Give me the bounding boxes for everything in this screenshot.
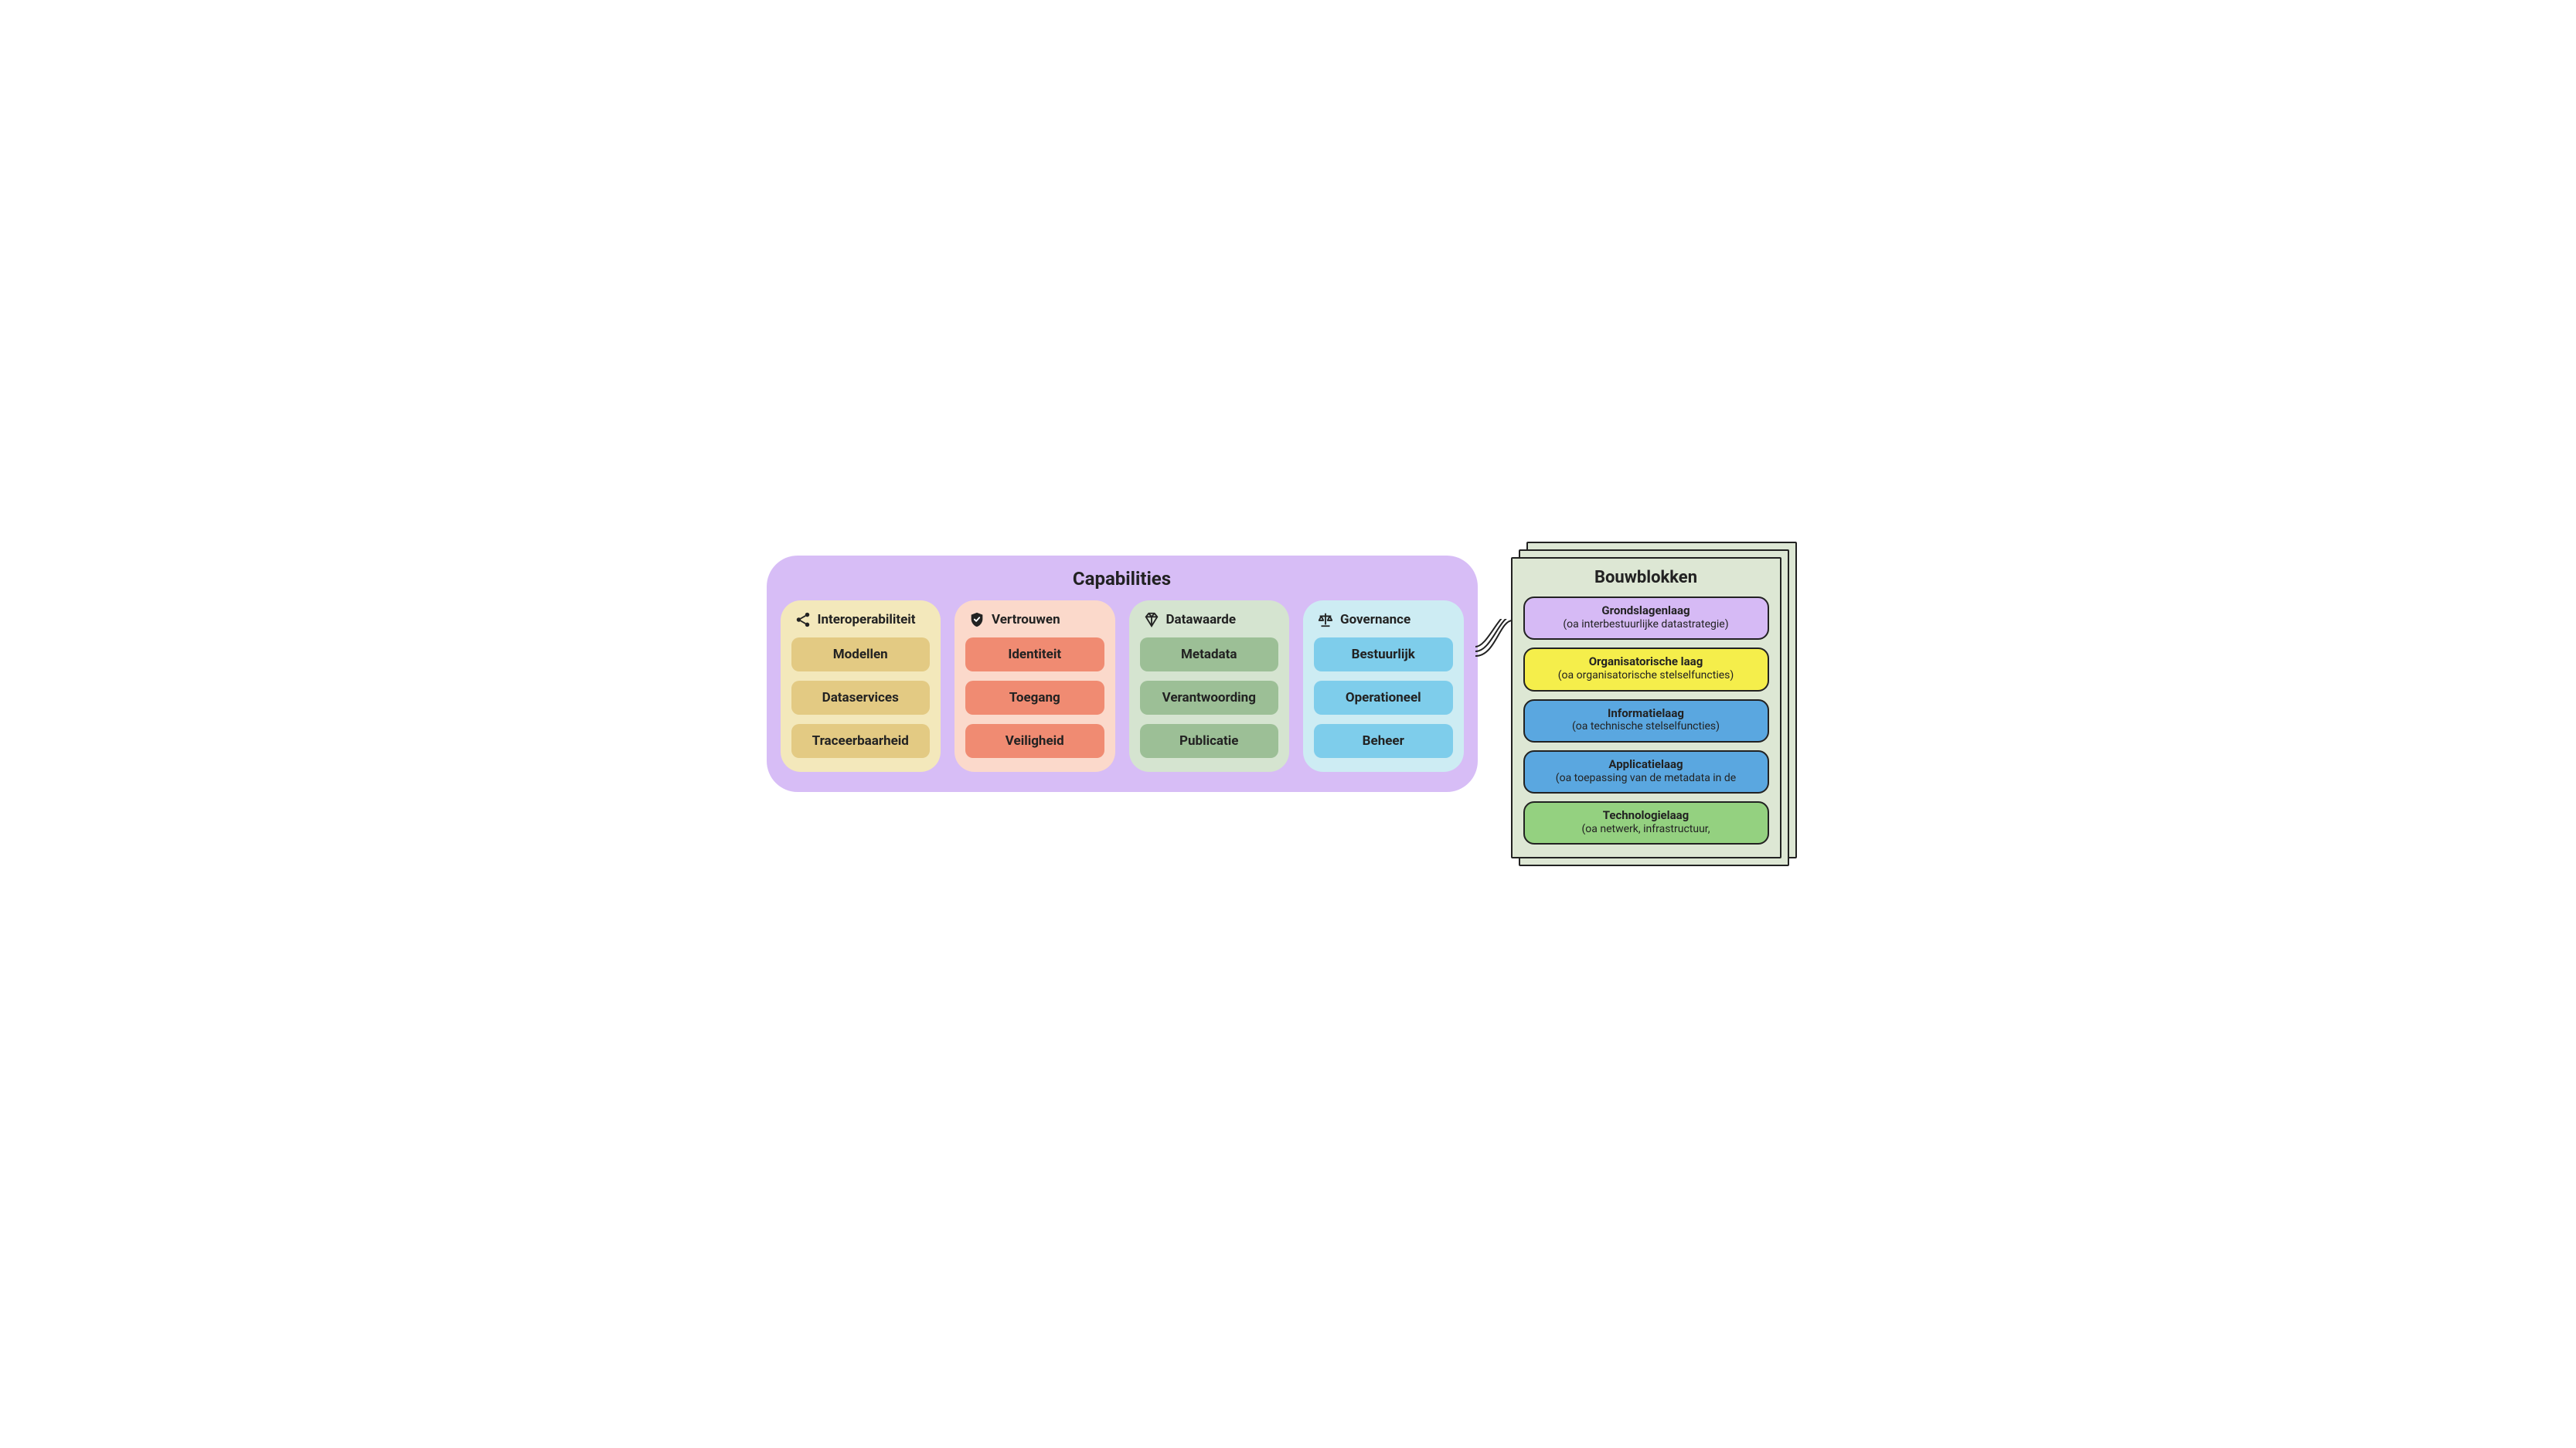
capabilities-container: Capabilities Interoperabiliteit Modellen…	[767, 556, 1478, 792]
bouwblokken-title: Bouwblokken	[1523, 568, 1769, 587]
layer-grondslagenlaag: Grondslagenlaag (oa interbestuurlijke da…	[1523, 597, 1769, 640]
layer-title: Grondslagenlaag	[1533, 603, 1760, 618]
diagram-canvas: Capabilities Interoperabiliteit Modellen…	[716, 403, 1860, 1045]
layer-title: Technologielaag	[1533, 808, 1760, 823]
scales-icon	[1317, 611, 1334, 628]
cap-item: Modellen	[791, 637, 931, 671]
cap-header-interoperabiliteit: Interoperabiliteit	[791, 610, 931, 628]
cap-col-vertrouwen: Vertrouwen Identiteit Toegang Veiligheid	[955, 600, 1115, 772]
shield-check-icon	[968, 611, 985, 628]
bouwblokken-panel: Bouwblokken Grondslagenlaag (oa interbes…	[1511, 557, 1781, 858]
cap-header-label: Vertrouwen	[992, 612, 1060, 627]
cap-col-datawaarde: Datawaarde Metadata Verantwoording Publi…	[1129, 600, 1290, 772]
cap-item: Toegang	[965, 681, 1104, 715]
cap-header-vertrouwen: Vertrouwen	[965, 610, 1104, 628]
layer-sub: (oa interbestuurlijke datastrategie)	[1533, 618, 1760, 632]
diamond-icon	[1143, 611, 1160, 628]
layer-technologielaag: Technologielaag (oa netwerk, infrastruct…	[1523, 801, 1769, 845]
cap-header-label: Interoperabiliteit	[818, 612, 916, 627]
capabilities-title: Capabilities	[781, 568, 1464, 590]
layer-informatielaag: Informatielaag (oa technische stelselfun…	[1523, 699, 1769, 743]
layer-title: Informatielaag	[1533, 706, 1760, 721]
cap-header-governance: Governance	[1314, 610, 1453, 628]
cap-header-label: Datawaarde	[1166, 612, 1237, 627]
bouwblokken-stack: Bouwblokken Grondslagenlaag (oa interbes…	[1511, 542, 1797, 874]
layer-title: Organisatorische laag	[1533, 654, 1760, 669]
cap-item: Dataservices	[791, 681, 931, 715]
cap-item: Verantwoording	[1140, 681, 1279, 715]
layer-sub: (oa netwerk, infrastructuur,	[1533, 823, 1760, 837]
cap-item: Publicatie	[1140, 724, 1279, 758]
cap-item: Operationeel	[1314, 681, 1453, 715]
layer-organisatorische: Organisatorische laag (oa organisatorisc…	[1523, 648, 1769, 691]
layer-sub: (oa toepassing van de metadata in de	[1533, 772, 1760, 786]
cap-item: Veiligheid	[965, 724, 1104, 758]
cap-col-interoperabiliteit: Interoperabiliteit Modellen Dataservices…	[781, 600, 941, 772]
capabilities-columns: Interoperabiliteit Modellen Dataservices…	[781, 600, 1464, 772]
cap-item: Bestuurlijk	[1314, 637, 1453, 671]
cap-item: Beheer	[1314, 724, 1453, 758]
cap-header-datawaarde: Datawaarde	[1140, 610, 1279, 628]
cap-item: Metadata	[1140, 637, 1279, 671]
layer-title: Applicatielaag	[1533, 757, 1760, 772]
share-nodes-icon	[795, 611, 812, 628]
cap-item: Traceerbaarheid	[791, 724, 931, 758]
layer-sub: (oa technische stelselfuncties)	[1533, 720, 1760, 734]
layer-sub: (oa organisatorische stelselfuncties)	[1533, 669, 1760, 683]
cap-header-label: Governance	[1340, 612, 1411, 627]
cap-col-governance: Governance Bestuurlijk Operationeel Behe…	[1303, 600, 1464, 772]
layer-applicatielaag: Applicatielaag (oa toepassing van de met…	[1523, 750, 1769, 794]
cap-item: Identiteit	[965, 637, 1104, 671]
